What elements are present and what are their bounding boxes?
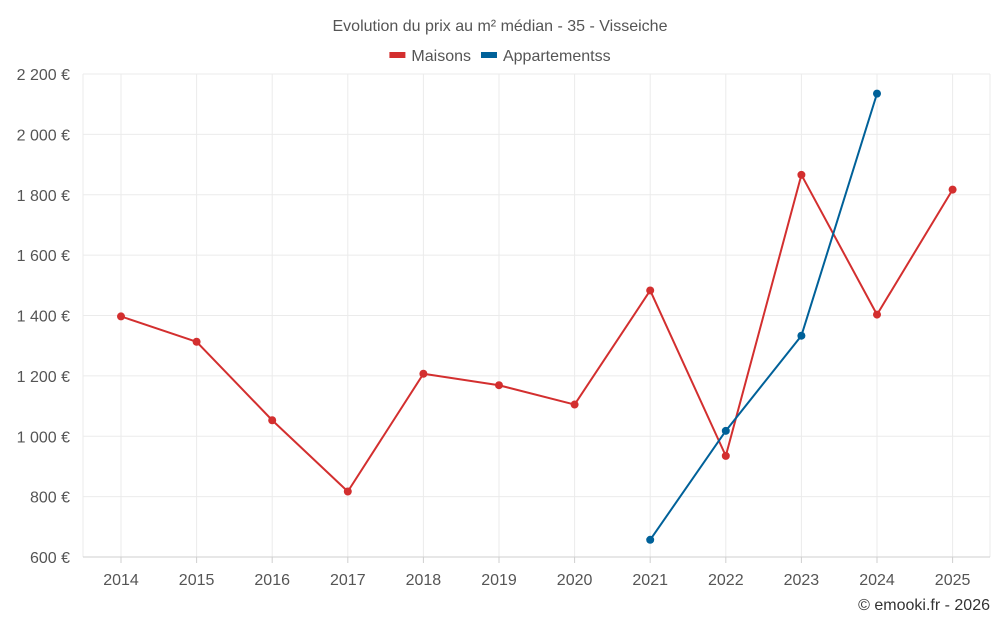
data-point[interactable] xyxy=(419,369,428,378)
chart-title: Evolution du prix au m² médian - 35 - Vi… xyxy=(333,18,668,35)
data-point[interactable] xyxy=(948,185,957,194)
x-tick-label: 2015 xyxy=(179,572,215,589)
series-1 xyxy=(646,89,881,544)
grid xyxy=(82,73,991,557)
data-point[interactable] xyxy=(646,286,655,295)
x-tick-label: 2016 xyxy=(254,572,290,589)
y-tick-label: 2 000 € xyxy=(17,127,70,144)
data-point[interactable] xyxy=(268,416,277,425)
legend-item[interactable]: Maisons xyxy=(389,48,471,65)
legend-label: Maisons xyxy=(411,48,471,65)
legend-item[interactable]: Appartementss xyxy=(480,48,611,65)
credit-text: © emooki.fr - 2026 xyxy=(858,597,990,614)
x-tick-label: 2019 xyxy=(481,572,517,589)
x-tick-label: 2018 xyxy=(406,572,442,589)
data-point[interactable] xyxy=(721,451,730,460)
x-tick-label: 2023 xyxy=(784,572,820,589)
legend-label: Appartementss xyxy=(503,48,611,65)
y-tick-label: 1 000 € xyxy=(17,429,70,446)
data-point[interactable] xyxy=(873,310,881,319)
data-point[interactable] xyxy=(495,381,503,390)
x-axis: 2014 2015 2016 2017 2018 2019 2020 2021 2022 2023… xyxy=(83,556,990,589)
x-tick-label: 2022 xyxy=(708,572,744,589)
y-tick-label: 1 400 € xyxy=(17,309,70,326)
y-tick-label: 1 600 € xyxy=(17,248,70,265)
data-point[interactable] xyxy=(192,337,201,346)
legend: Maisons Appartementss xyxy=(389,48,611,65)
data-point[interactable] xyxy=(117,312,125,321)
data-point[interactable] xyxy=(721,426,730,435)
legend-swatch xyxy=(389,52,406,58)
data-point[interactable] xyxy=(570,400,579,409)
y-tick-label: 600 € xyxy=(30,550,70,567)
data-point[interactable] xyxy=(873,89,881,98)
y-axis: 600 € 800 € 1 000 € 1 200 € 1 400 € 1 600 € 1 … xyxy=(17,67,70,567)
x-tick-label: 2021 xyxy=(632,572,668,589)
x-tick-label: 2017 xyxy=(330,572,366,589)
data-point[interactable] xyxy=(343,487,352,496)
series-layer xyxy=(117,89,957,544)
y-tick-label: 2 200 € xyxy=(17,67,70,84)
x-tick-label: 2025 xyxy=(935,572,971,589)
series-line xyxy=(120,173,954,493)
data-point[interactable] xyxy=(797,170,806,179)
legend-swatch xyxy=(480,52,497,58)
x-tick-label: 2014 xyxy=(103,572,139,589)
y-tick-label: 800 € xyxy=(30,490,70,507)
x-tick-label: 2020 xyxy=(557,572,593,589)
y-tick-label: 1 200 € xyxy=(17,369,70,386)
series-0 xyxy=(117,170,957,496)
data-point[interactable] xyxy=(797,331,806,340)
x-tick-label: 2024 xyxy=(859,572,895,589)
data-point[interactable] xyxy=(646,535,655,544)
y-tick-label: 1 800 € xyxy=(17,188,70,205)
series-line xyxy=(649,93,878,541)
